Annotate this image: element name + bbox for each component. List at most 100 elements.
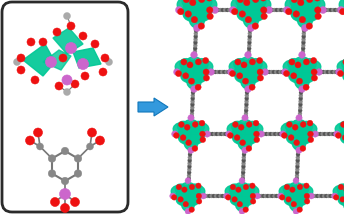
Circle shape bbox=[329, 194, 333, 198]
FancyBboxPatch shape bbox=[2, 2, 128, 212]
Circle shape bbox=[292, 124, 298, 130]
Circle shape bbox=[294, 140, 300, 146]
Circle shape bbox=[330, 70, 334, 74]
Circle shape bbox=[191, 16, 197, 23]
Circle shape bbox=[254, 193, 260, 199]
Circle shape bbox=[296, 150, 300, 153]
Circle shape bbox=[302, 25, 306, 30]
Circle shape bbox=[203, 58, 209, 64]
Ellipse shape bbox=[243, 184, 255, 194]
Circle shape bbox=[278, 132, 282, 136]
Circle shape bbox=[190, 114, 194, 119]
Circle shape bbox=[245, 94, 249, 98]
Circle shape bbox=[295, 168, 299, 171]
Circle shape bbox=[241, 165, 245, 168]
Circle shape bbox=[266, 8, 270, 12]
Circle shape bbox=[319, 132, 323, 136]
Circle shape bbox=[247, 24, 255, 31]
Circle shape bbox=[175, 6, 183, 13]
Ellipse shape bbox=[284, 186, 308, 206]
Circle shape bbox=[241, 177, 245, 181]
Circle shape bbox=[219, 8, 223, 12]
Ellipse shape bbox=[286, 121, 298, 132]
Circle shape bbox=[188, 150, 192, 153]
Circle shape bbox=[242, 156, 246, 159]
Circle shape bbox=[311, 194, 315, 198]
Circle shape bbox=[236, 187, 241, 192]
Circle shape bbox=[316, 69, 322, 75]
Circle shape bbox=[303, 59, 310, 65]
Circle shape bbox=[281, 133, 287, 138]
Circle shape bbox=[218, 70, 222, 74]
Circle shape bbox=[248, 37, 251, 42]
Circle shape bbox=[242, 115, 248, 121]
Circle shape bbox=[188, 147, 194, 153]
Circle shape bbox=[187, 165, 191, 168]
Circle shape bbox=[298, 106, 302, 110]
Ellipse shape bbox=[293, 57, 311, 72]
Ellipse shape bbox=[305, 0, 325, 14]
Circle shape bbox=[246, 122, 252, 127]
Circle shape bbox=[299, 97, 303, 101]
Ellipse shape bbox=[227, 123, 245, 138]
Circle shape bbox=[96, 136, 105, 145]
Circle shape bbox=[101, 54, 109, 62]
Circle shape bbox=[340, 8, 344, 12]
Ellipse shape bbox=[281, 123, 299, 138]
Circle shape bbox=[311, 58, 317, 64]
Circle shape bbox=[224, 193, 230, 199]
Circle shape bbox=[188, 156, 192, 159]
Circle shape bbox=[331, 8, 335, 12]
Circle shape bbox=[223, 8, 227, 12]
Circle shape bbox=[328, 70, 332, 74]
Circle shape bbox=[284, 184, 290, 190]
Circle shape bbox=[333, 195, 339, 200]
Circle shape bbox=[283, 6, 290, 13]
Circle shape bbox=[295, 162, 300, 165]
Circle shape bbox=[209, 70, 213, 74]
Circle shape bbox=[248, 31, 252, 36]
Circle shape bbox=[221, 194, 225, 198]
Circle shape bbox=[290, 187, 295, 192]
Circle shape bbox=[257, 75, 264, 81]
Circle shape bbox=[48, 155, 56, 162]
Circle shape bbox=[327, 132, 331, 136]
Ellipse shape bbox=[233, 131, 247, 144]
Ellipse shape bbox=[284, 193, 298, 205]
Circle shape bbox=[270, 70, 274, 74]
Circle shape bbox=[55, 82, 63, 90]
Ellipse shape bbox=[288, 182, 304, 196]
Circle shape bbox=[31, 76, 39, 84]
Circle shape bbox=[343, 59, 344, 65]
Circle shape bbox=[247, 40, 251, 45]
Circle shape bbox=[36, 143, 43, 150]
Circle shape bbox=[234, 135, 240, 140]
Circle shape bbox=[237, 201, 243, 207]
Circle shape bbox=[222, 70, 226, 74]
Ellipse shape bbox=[291, 7, 307, 21]
Circle shape bbox=[261, 13, 267, 19]
Circle shape bbox=[194, 25, 198, 30]
Ellipse shape bbox=[225, 186, 242, 200]
Circle shape bbox=[193, 52, 197, 56]
Circle shape bbox=[296, 153, 300, 156]
Circle shape bbox=[242, 153, 246, 156]
Ellipse shape bbox=[192, 69, 207, 82]
Ellipse shape bbox=[296, 0, 314, 10]
Circle shape bbox=[241, 62, 247, 68]
Ellipse shape bbox=[239, 57, 257, 72]
Circle shape bbox=[320, 8, 324, 12]
Circle shape bbox=[258, 131, 264, 137]
Circle shape bbox=[342, 135, 344, 140]
Ellipse shape bbox=[297, 184, 309, 194]
Circle shape bbox=[61, 147, 69, 155]
Ellipse shape bbox=[306, 0, 320, 8]
Circle shape bbox=[196, 199, 202, 204]
Circle shape bbox=[321, 132, 325, 136]
Circle shape bbox=[333, 70, 336, 74]
Circle shape bbox=[289, 59, 295, 65]
Circle shape bbox=[337, 70, 341, 74]
Circle shape bbox=[183, 201, 189, 207]
Circle shape bbox=[77, 58, 88, 70]
Ellipse shape bbox=[299, 123, 317, 138]
